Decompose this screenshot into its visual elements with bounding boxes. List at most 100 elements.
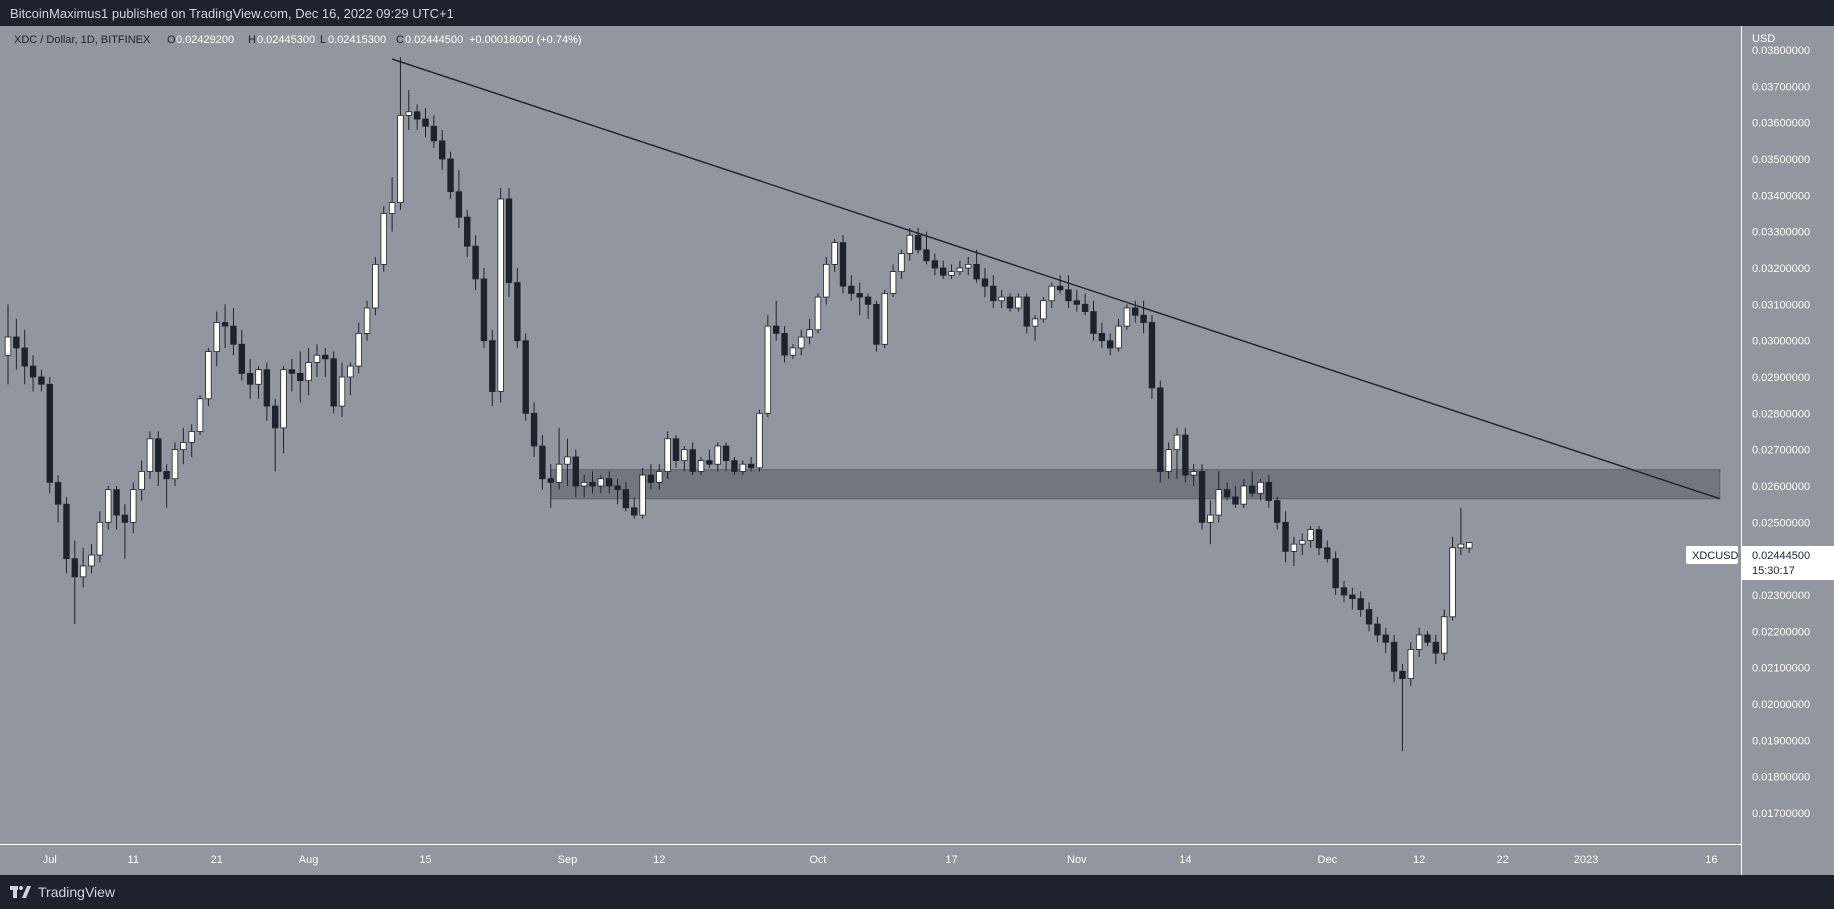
candle <box>338 362 346 417</box>
time-tick-label: 14 <box>1179 854 1191 866</box>
price-axis[interactable]: 0.03800000 0.03700000 0.03600000 0.03500000… <box>1752 45 1810 820</box>
candle-body-up <box>347 365 354 378</box>
candle <box>455 169 463 229</box>
candle-body-down <box>722 445 730 461</box>
candle <box>1081 293 1089 316</box>
candle <box>71 540 78 625</box>
price-tick-label: 0.03300000 <box>1752 227 1810 239</box>
price-tick-label: 0.03200000 <box>1752 263 1810 275</box>
price-tick-label: 0.01700000 <box>1752 808 1810 820</box>
candle <box>422 108 429 138</box>
candle-body-up <box>697 460 705 472</box>
candle <box>29 355 37 392</box>
candle <box>430 115 438 149</box>
candle-body-down <box>940 267 947 276</box>
trendline-layer[interactable] <box>391 58 1720 500</box>
candle <box>839 235 847 294</box>
candle <box>163 464 170 508</box>
candle-body-up <box>372 263 379 309</box>
price-axis-background <box>1742 26 1834 875</box>
candle-body-up <box>380 213 387 265</box>
candle-body-down <box>1081 303 1089 313</box>
time-axis[interactable]: Jul 11 21 Aug 15 Sep 12 Oct 17 Nov 14 Dec 12 22 2023 16 <box>43 854 1718 866</box>
tradingview-logo[interactable]: TradingView <box>10 883 115 901</box>
candle-body-down <box>1182 434 1189 476</box>
tradingview-logo-icon <box>10 886 31 898</box>
candle-body-down <box>1382 634 1389 643</box>
candle-body-down <box>238 343 245 374</box>
candle-body-down <box>1374 623 1381 636</box>
candle <box>572 449 579 497</box>
candle <box>138 460 145 501</box>
candle-body-down <box>839 242 847 287</box>
candle-body-up <box>1441 616 1448 654</box>
candle-body-down <box>271 405 279 429</box>
candle <box>480 268 488 348</box>
candle-body-down <box>1340 587 1348 596</box>
candle-body-down <box>589 481 596 487</box>
candle <box>948 264 955 279</box>
candle <box>973 249 980 283</box>
candle-body-down <box>514 282 521 342</box>
candle-body-up <box>756 412 763 469</box>
candle <box>1357 591 1364 617</box>
price-tick-label: 0.02300000 <box>1752 590 1810 602</box>
candle-body-down <box>505 198 513 283</box>
candle <box>1466 542 1473 554</box>
candle <box>180 427 187 465</box>
candle-body-up <box>146 438 154 472</box>
candle <box>1307 525 1314 548</box>
candle-body-down <box>1282 521 1289 552</box>
candle <box>388 177 396 232</box>
candle <box>530 402 538 457</box>
legend-low-value: 0.02415300 <box>328 34 386 46</box>
candle-body-up <box>338 376 346 407</box>
candle-body-down <box>1399 670 1406 679</box>
candle-body-up <box>96 521 104 556</box>
candle-body-up <box>597 478 605 487</box>
candle-body-down <box>923 249 930 262</box>
candle <box>1098 322 1106 348</box>
candle <box>931 253 939 276</box>
candle-body-down <box>1349 594 1356 600</box>
price-tick-label: 0.01800000 <box>1752 772 1810 784</box>
price-tick-label: 0.02100000 <box>1752 663 1810 675</box>
candle-body-down <box>873 303 880 345</box>
candle <box>1257 478 1264 501</box>
candle-body-up <box>280 369 287 429</box>
legend-symbol: XDC / Dollar, 1D, BITFINEX <box>14 34 151 46</box>
candle <box>539 435 546 490</box>
chart-area[interactable]: 0.03800000 0.03700000 0.03600000 0.03500000… <box>0 26 1834 875</box>
candle <box>405 89 412 130</box>
candle <box>731 456 738 476</box>
price-chart[interactable]: 0.03800000 0.03700000 0.03600000 0.03500000… <box>0 26 1834 875</box>
descending-trendline[interactable] <box>391 58 1720 500</box>
candle-body-down <box>1023 296 1030 327</box>
price-tick-label: 0.02700000 <box>1752 445 1810 457</box>
candle <box>589 471 596 494</box>
time-tick-label: 12 <box>653 854 665 866</box>
candle-body-down <box>121 514 129 523</box>
candle-body-down <box>622 489 630 509</box>
candle-body-down <box>46 383 53 483</box>
candle-body-down <box>981 278 989 287</box>
candle <box>1173 427 1181 479</box>
candle <box>631 496 638 519</box>
candle <box>38 369 45 392</box>
price-tick-label: 0.02500000 <box>1752 517 1810 529</box>
candle-body-down <box>547 478 554 483</box>
candle-body-up <box>881 293 888 345</box>
candle-body-down <box>914 234 922 251</box>
candle <box>221 304 229 348</box>
candle-body-up <box>1240 485 1247 505</box>
candle <box>547 464 554 508</box>
candle-body-up <box>180 441 187 451</box>
candle <box>1340 580 1348 603</box>
candle <box>1073 289 1080 312</box>
time-axis-background <box>0 845 1741 875</box>
candle-body-down <box>155 438 162 472</box>
candle <box>672 435 680 468</box>
candle <box>580 475 588 497</box>
candle-body-down <box>1090 311 1097 334</box>
candle <box>606 471 613 494</box>
